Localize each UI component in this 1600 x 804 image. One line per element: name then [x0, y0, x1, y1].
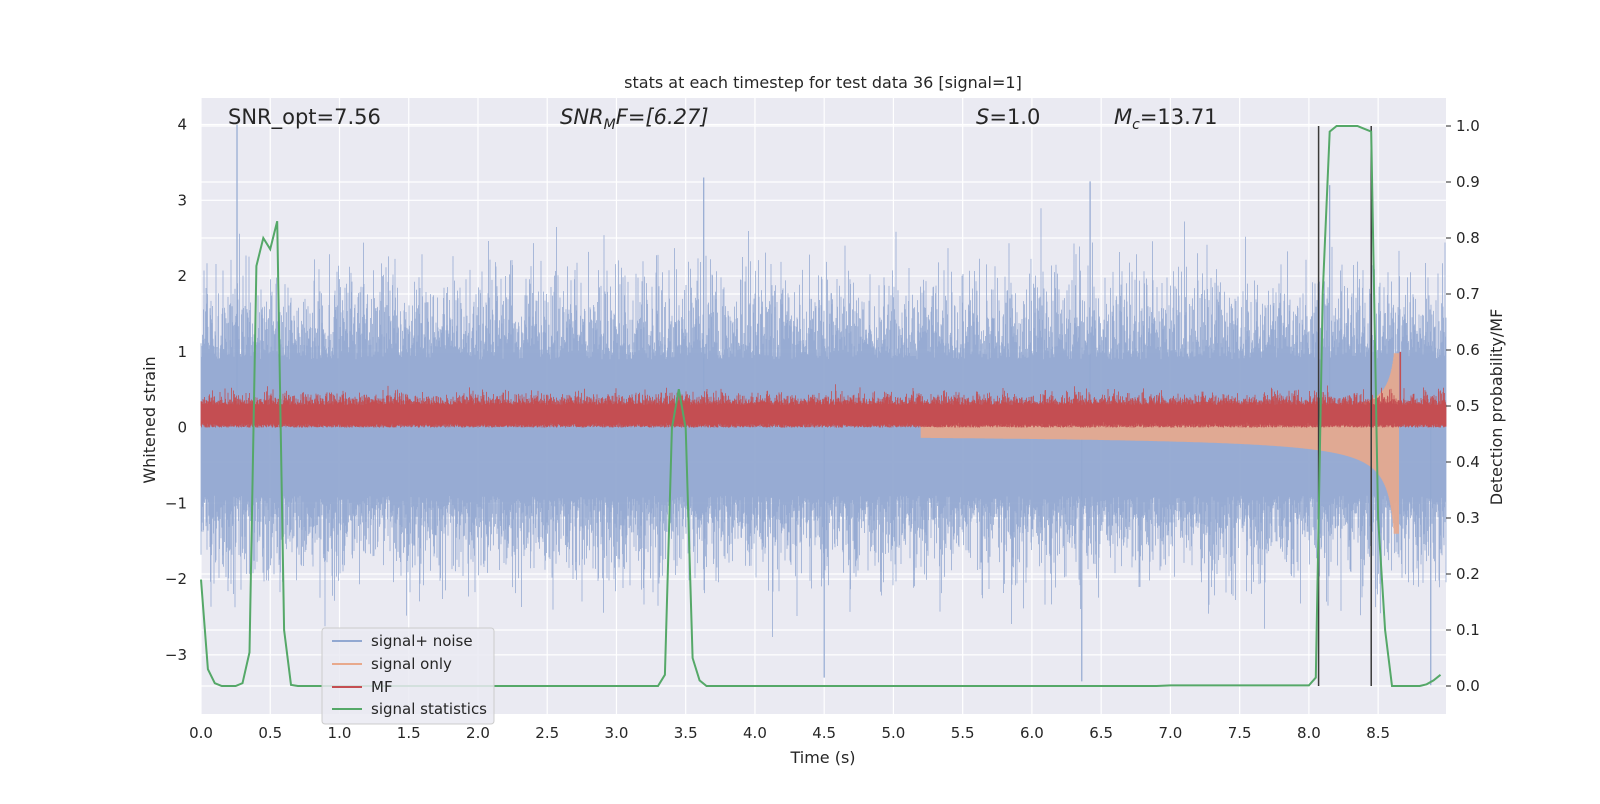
- y-right-tick-label: 0.2: [1456, 565, 1480, 583]
- x-tick-label: 3.5: [674, 724, 698, 742]
- annotation-snr-mf: SNRMF=[6.27]: [560, 105, 709, 133]
- y-left-tick-label: −1: [165, 494, 187, 512]
- mf-series: [200, 351, 1447, 428]
- y-right-tick-label: 0.0: [1456, 677, 1480, 695]
- legend-label-signal-only: signal only: [371, 655, 452, 673]
- x-tick-label: 2.5: [535, 724, 559, 742]
- y-right-tick-label: 0.5: [1456, 397, 1480, 415]
- x-tick-label: 6.0: [1020, 724, 1044, 742]
- legend-label-signal-noise: signal+ noise: [371, 632, 473, 650]
- mf-trace: [200, 384, 1447, 428]
- x-tick-label: 8.0: [1297, 724, 1321, 742]
- x-tick-label: 0.5: [258, 724, 282, 742]
- tick-labels: 0.0 0.5 1.0 1.5 2.0 2.5 3.0 3.5 4.0 4.5 5.0 5.5 6.0 6…: [165, 116, 1480, 742]
- x-tick-label: 8.5: [1366, 724, 1390, 742]
- y-right-tick-label: 0.3: [1456, 509, 1480, 527]
- y-right-tick-label: 0.6: [1456, 341, 1480, 359]
- legend-box: [321, 627, 495, 725]
- y-right-tick-label: 0.1: [1456, 621, 1480, 639]
- x-tick-label: 0.0: [189, 724, 213, 742]
- x-tick-label: 4.0: [743, 724, 767, 742]
- x-tick-label: 5.0: [882, 724, 906, 742]
- y-right-tick-label: 0.8: [1456, 229, 1480, 247]
- signal-only-series: [920, 353, 1399, 534]
- x-tick-label: 5.5: [951, 724, 975, 742]
- signal-statistics-line: [200, 125, 1442, 687]
- legend: signal+ noise signal only MF signal stat…: [321, 627, 495, 725]
- x-tick-label: 3.0: [605, 724, 629, 742]
- y-left-tick-label: 4: [177, 116, 187, 134]
- y-axis-right-label: Detection probability/MF: [1487, 309, 1506, 506]
- y-axis-left-label: Whitened strain: [140, 356, 159, 483]
- y-left-tick-label: 2: [177, 267, 187, 285]
- y-right-tick-label: 0.7: [1456, 285, 1480, 303]
- chart-title: stats at each timestep for test data 36 …: [624, 73, 1022, 92]
- signal-statistics-series: [200, 125, 1442, 687]
- x-tick-label: 1.5: [397, 724, 421, 742]
- detection-window-lines: [1317, 126, 1372, 686]
- legend-label-mf: MF: [371, 678, 393, 696]
- x-tick-label: 7.0: [1158, 724, 1182, 742]
- x-tick-label: 7.5: [1228, 724, 1252, 742]
- x-axis-label: Time (s): [789, 748, 855, 767]
- y-left-tick-label: −2: [165, 570, 187, 588]
- x-tick-label: 1.0: [328, 724, 352, 742]
- y-right-tick-label: 0.4: [1456, 453, 1480, 471]
- y-right-tick-label: 0.9: [1456, 173, 1480, 191]
- x-tick-label: 6.5: [1089, 724, 1113, 742]
- annotation-snr-opt: SNR_opt=7.56: [228, 105, 381, 130]
- y-left-tick-label: 1: [177, 343, 187, 361]
- signal-only-trace: [920, 353, 1399, 534]
- y-left-tick-label: 3: [177, 191, 187, 209]
- x-tick-label: 4.5: [812, 724, 836, 742]
- annotation-s: S=1.0: [976, 105, 1040, 129]
- annotation-mc: Mc=13.71: [1114, 105, 1218, 133]
- x-tick-label: 2.0: [466, 724, 490, 742]
- y-right-tick-label: 1.0: [1456, 117, 1480, 135]
- legend-label-signal-statistics: signal statistics: [371, 700, 487, 718]
- y-left-tick-label: −3: [165, 646, 187, 664]
- y-left-tick-label: 0: [177, 419, 187, 437]
